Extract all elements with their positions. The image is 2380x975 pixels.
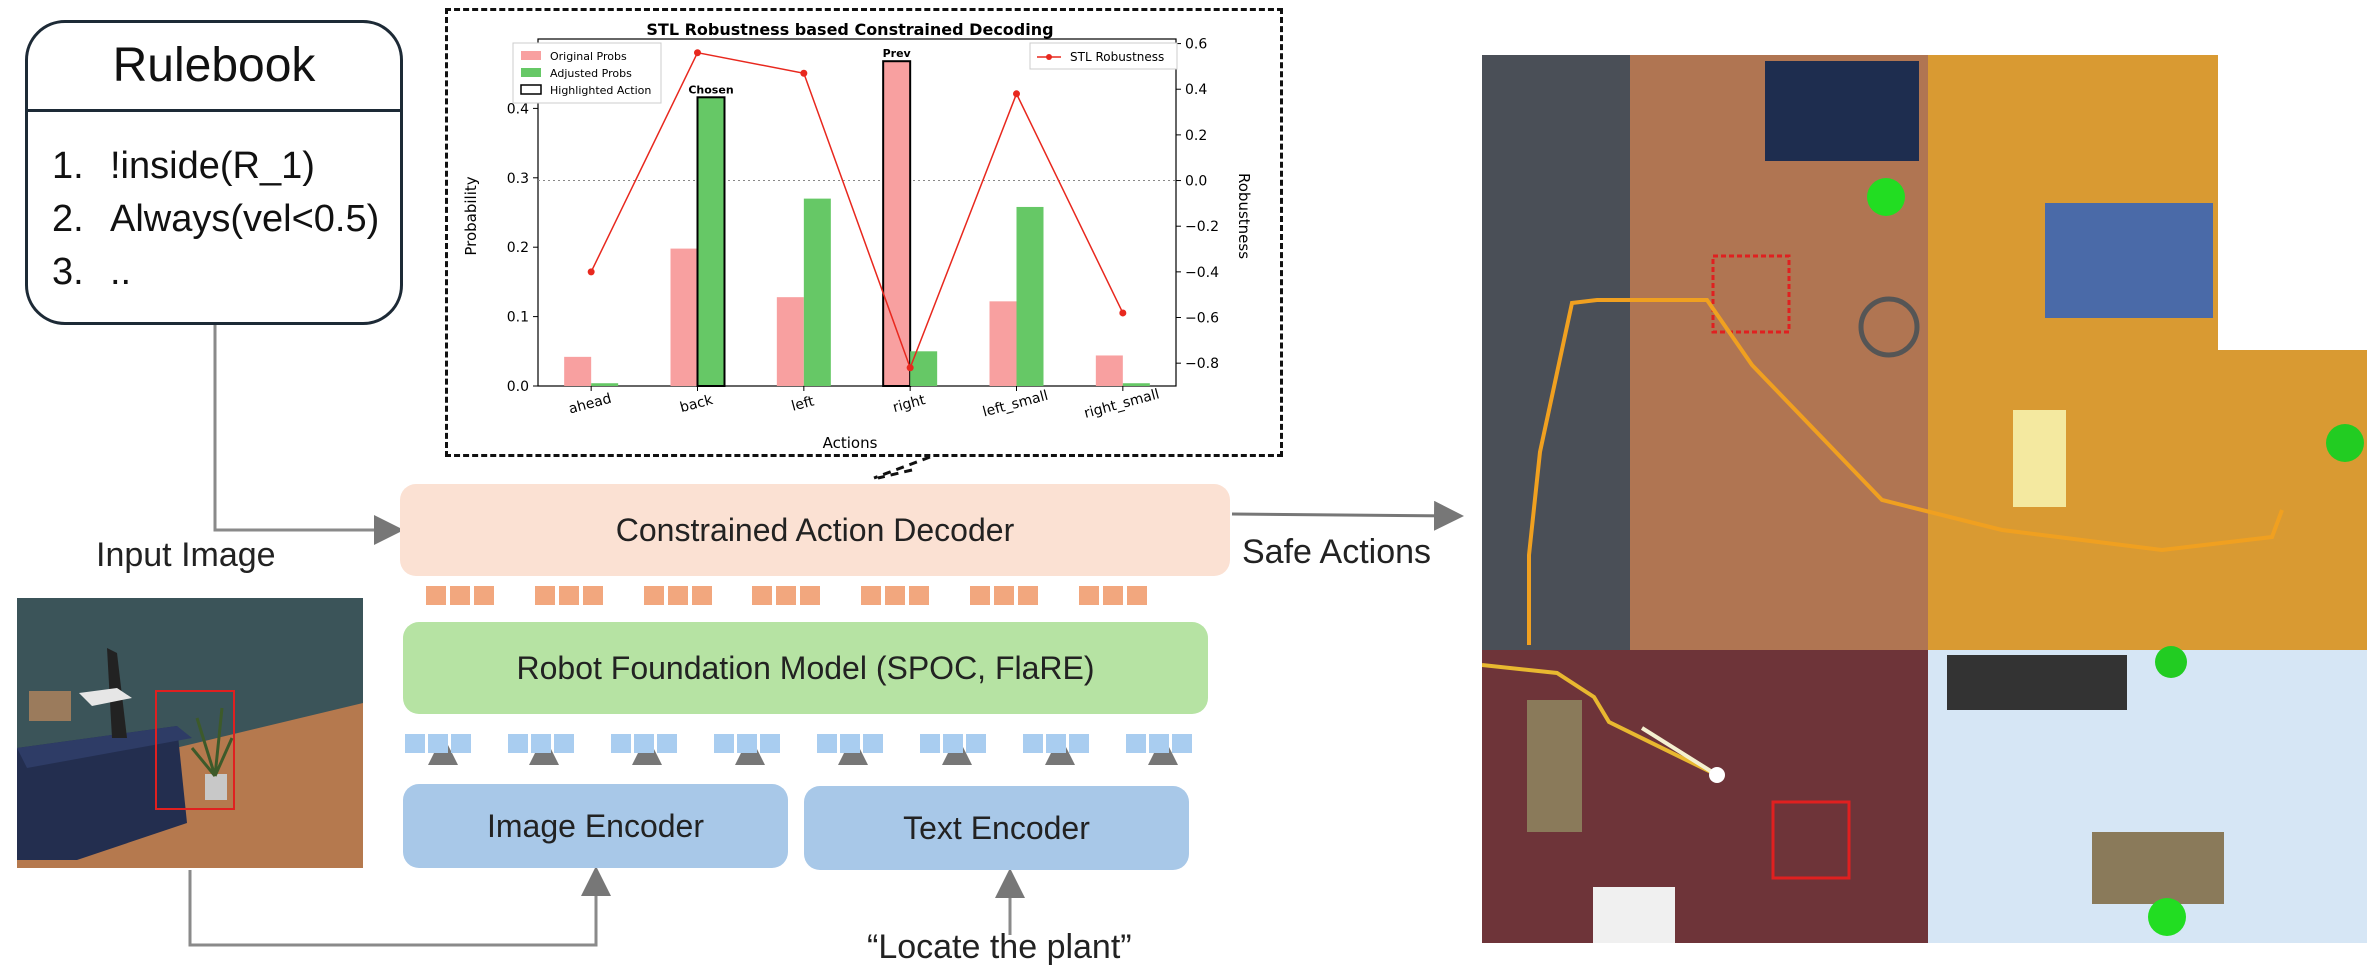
robustness-line: [590, 51, 1124, 370]
legend-label-robustness: STL Robustness: [1070, 50, 1164, 64]
rule-item: 2. Always(vel<0.5): [52, 193, 400, 246]
safe-actions-label: Safe Actions: [1242, 533, 1432, 571]
input-image-scene: [17, 598, 363, 868]
x-tick-label: left_small: [981, 388, 1050, 421]
robustness-point: [587, 268, 595, 276]
y2-tick-label: −0.4: [1185, 265, 1219, 281]
rule-text: ..: [110, 251, 132, 293]
bar-annotation: Chosen: [688, 83, 733, 96]
robot-foundation-model: Robot Foundation Model (SPOC, FlaRE): [403, 622, 1208, 714]
legend-left: Original Probs Adjusted Probs Highlighte…: [512, 42, 662, 104]
y2-tick-label: 0.0: [1185, 174, 1207, 190]
rule-text: !inside(R_1): [110, 145, 315, 187]
chart-axes: 0.0 0.1 0.2 0.3 0.4 0.6 0.4 0.2 0.0 −0.2 −0.4 −0.6 −…: [507, 37, 1219, 422]
x-axis-label: Actions: [823, 434, 878, 452]
y2-tick-label: 0.6: [1185, 37, 1207, 53]
y-axis-label: Probability: [462, 176, 480, 255]
y2-tick-label: −0.2: [1185, 219, 1219, 235]
bar-adjusted-left_small: [1016, 206, 1044, 386]
y-tick-label: 0.3: [507, 171, 529, 187]
rule-number: 3.: [52, 251, 84, 293]
bar-original-left: [776, 297, 804, 386]
constraint-region: [1771, 800, 1851, 880]
x-tick-label: left: [790, 393, 817, 414]
legend-label-original: Original Probs: [550, 50, 627, 63]
robustness-point: [1119, 309, 1127, 317]
bar-adjusted-right_small: [1122, 383, 1150, 386]
rule-item: 3...: [52, 246, 400, 299]
legend-label-highlight: Highlighted Action: [550, 84, 651, 97]
input-image: [17, 598, 363, 868]
rule-number: 1.: [52, 145, 84, 187]
rulebook-card: Rulebook 1. !inside(R_1) 2. Always(vel<0.5…: [25, 20, 403, 325]
y-tick-label: 0.0: [507, 379, 529, 395]
bar-original-left_small: [989, 301, 1017, 386]
trajectory-path: [1482, 663, 1718, 777]
legend-label-adjusted: Adjusted Probs: [550, 67, 632, 80]
constraint-region: [1711, 254, 1791, 334]
chart-robustness-line: [587, 49, 1127, 372]
image-encoder: Image Encoder: [403, 784, 788, 868]
bar-annotation: Prev: [883, 47, 912, 60]
text-encoder: Text Encoder: [804, 786, 1189, 870]
legend-swatch-highlight: [520, 84, 542, 95]
trajectory-path: [1527, 298, 2284, 645]
rule-number: 2.: [52, 198, 84, 240]
rulebook-to-decoder-arrow: [213, 325, 404, 545]
bar-adjusted-ahead: [591, 383, 619, 386]
robustness-point: [694, 49, 701, 57]
bar-original-right_small: [1095, 355, 1123, 386]
x-tick-label: right: [891, 392, 927, 416]
y2-tick-label: 0.2: [1185, 128, 1207, 144]
y2-tick-label: −0.8: [1185, 356, 1219, 372]
rule-item: 1. !inside(R_1): [52, 140, 400, 193]
robustness-point: [906, 364, 914, 372]
target-highlight-box: [155, 690, 235, 810]
bar-adjusted-left: [803, 198, 831, 386]
bar-adjusted-back: [696, 96, 726, 388]
input-image-label: Input Image: [96, 536, 276, 574]
floorplan-scene: [1482, 55, 2367, 943]
rulebook-title: Rulebook: [28, 23, 400, 112]
x-tick-label: back: [678, 392, 715, 416]
legend-swatch-adjusted: [521, 68, 541, 77]
y2-tick-label: 0.4: [1185, 82, 1207, 98]
x-tick-label: ahead: [567, 391, 613, 418]
legend-right: STL Robustness: [1029, 42, 1178, 70]
bar-original-back: [670, 248, 698, 386]
image-to-encoder-arrow: [188, 866, 611, 947]
callout-line: [873, 455, 931, 480]
bar-original-ahead: [564, 356, 592, 386]
y-tick-label: 0.1: [507, 310, 529, 326]
y2-tick-label: −0.6: [1185, 311, 1219, 327]
rule-text: Always(vel<0.5): [110, 198, 380, 240]
y2-axis-label: Robustness: [1235, 173, 1253, 259]
constrained-action-decoder: Constrained Action Decoder: [400, 484, 1230, 576]
floorplan-map: [1482, 55, 2367, 943]
robustness-chart: STL Robustness based Constrained Decodin…: [462, 20, 1253, 452]
robustness-point: [1013, 90, 1020, 98]
plot-area: [537, 38, 1177, 387]
bar-original-right: [882, 60, 912, 387]
safe-actions-arrow: [1231, 500, 1464, 531]
y-tick-label: 0.4: [507, 101, 529, 117]
instruction-text: “Locate the plant”: [867, 928, 1132, 966]
callout-line: [877, 468, 913, 480]
legend-swatch-original: [521, 51, 541, 60]
x-tick-label: right_small: [1082, 386, 1161, 421]
chart-frame: STL Robustness based Constrained Decodin…: [445, 8, 1283, 457]
rulebook-rules: 1. !inside(R_1) 2. Always(vel<0.5) 3...: [28, 112, 400, 299]
robustness-point: [800, 69, 808, 77]
chart-title: STL Robustness based Constrained Decodin…: [646, 20, 1053, 39]
y-tick-label: 0.2: [507, 240, 529, 256]
